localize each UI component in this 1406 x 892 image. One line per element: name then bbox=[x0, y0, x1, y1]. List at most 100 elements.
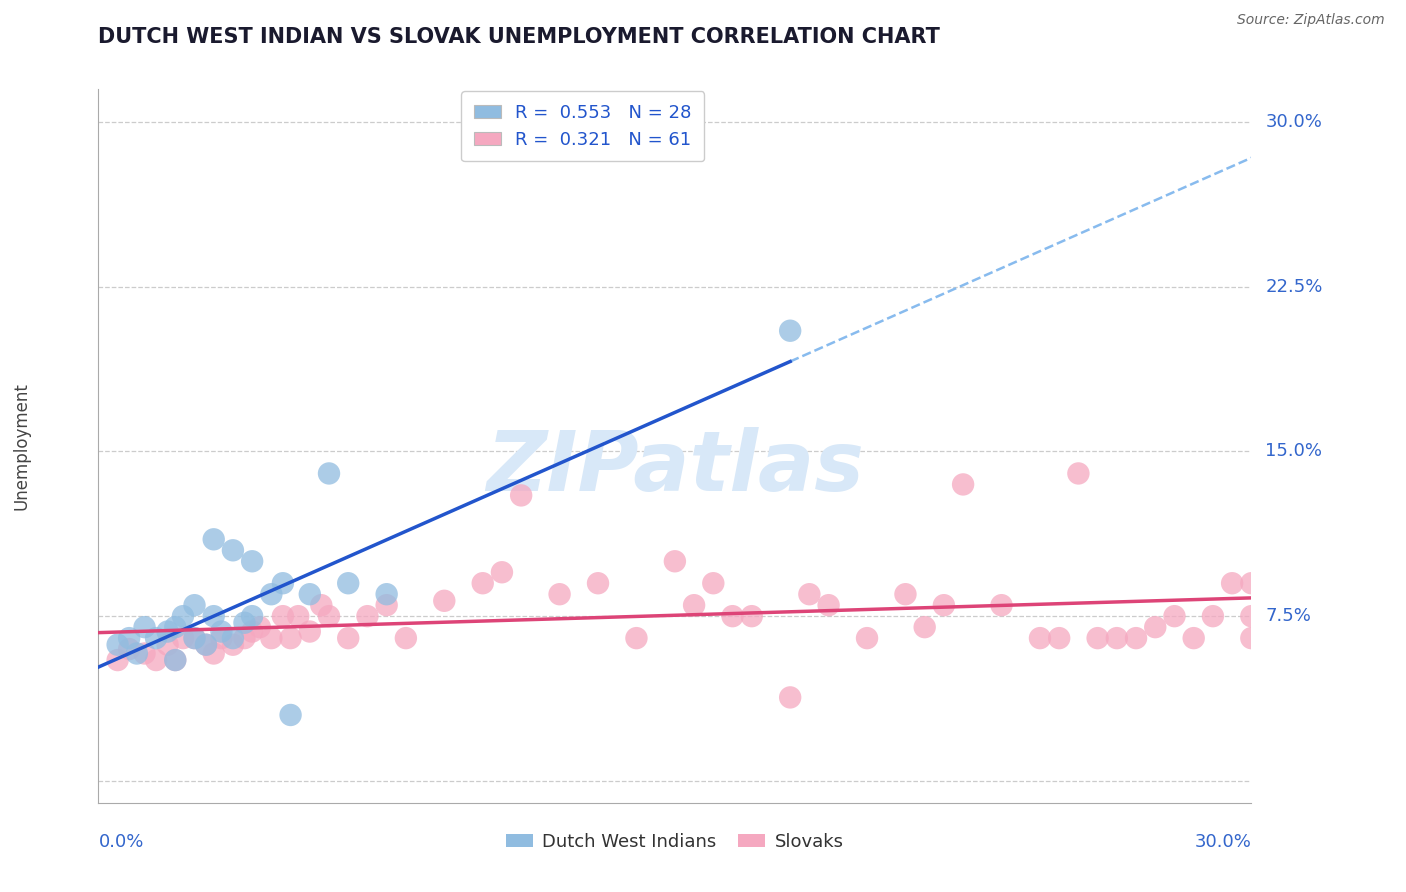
Point bbox=[1240, 576, 1263, 591]
Point bbox=[1220, 576, 1243, 591]
Point bbox=[1163, 609, 1185, 624]
Point bbox=[318, 609, 340, 624]
Point bbox=[1202, 609, 1225, 624]
Point bbox=[156, 638, 179, 652]
Point bbox=[856, 631, 879, 645]
Point bbox=[990, 598, 1012, 612]
Point bbox=[183, 631, 205, 645]
Point bbox=[952, 477, 974, 491]
Point bbox=[222, 543, 245, 558]
Point bbox=[433, 594, 456, 608]
Point bbox=[209, 631, 232, 645]
Text: 30.0%: 30.0% bbox=[1265, 113, 1322, 131]
Point bbox=[271, 609, 294, 624]
Point bbox=[375, 598, 398, 612]
Point bbox=[395, 631, 418, 645]
Legend: Dutch West Indians, Slovaks: Dutch West Indians, Slovaks bbox=[499, 826, 851, 858]
Text: 30.0%: 30.0% bbox=[1195, 833, 1251, 851]
Point bbox=[1144, 620, 1167, 634]
Point bbox=[510, 488, 533, 502]
Point bbox=[165, 620, 187, 634]
Point bbox=[287, 609, 309, 624]
Text: DUTCH WEST INDIAN VS SLOVAK UNEMPLOYMENT CORRELATION CHART: DUTCH WEST INDIAN VS SLOVAK UNEMPLOYMENT… bbox=[98, 27, 941, 46]
Point bbox=[202, 609, 225, 624]
Point bbox=[894, 587, 917, 601]
Point bbox=[779, 690, 801, 705]
Text: Unemployment: Unemployment bbox=[13, 382, 30, 510]
Point bbox=[548, 587, 571, 601]
Point bbox=[125, 647, 148, 661]
Point bbox=[107, 653, 129, 667]
Point bbox=[260, 587, 283, 601]
Point bbox=[741, 609, 763, 624]
Point bbox=[702, 576, 724, 591]
Point bbox=[1182, 631, 1205, 645]
Point bbox=[249, 620, 271, 634]
Point bbox=[240, 554, 263, 568]
Point bbox=[195, 638, 218, 652]
Point bbox=[134, 647, 156, 661]
Point bbox=[356, 609, 378, 624]
Point bbox=[118, 631, 141, 645]
Point bbox=[1240, 609, 1263, 624]
Point bbox=[298, 624, 321, 639]
Point bbox=[375, 587, 398, 601]
Point bbox=[145, 653, 167, 667]
Text: 15.0%: 15.0% bbox=[1265, 442, 1322, 460]
Point bbox=[165, 653, 187, 667]
Point bbox=[1029, 631, 1052, 645]
Text: Source: ZipAtlas.com: Source: ZipAtlas.com bbox=[1237, 13, 1385, 28]
Point bbox=[626, 631, 648, 645]
Point bbox=[165, 653, 187, 667]
Point bbox=[271, 576, 294, 591]
Point bbox=[721, 609, 744, 624]
Point bbox=[914, 620, 936, 634]
Point bbox=[233, 631, 256, 645]
Point bbox=[491, 566, 513, 580]
Point bbox=[779, 324, 801, 338]
Point bbox=[209, 624, 232, 639]
Point bbox=[298, 587, 321, 601]
Point bbox=[683, 598, 706, 612]
Point bbox=[222, 631, 245, 645]
Point bbox=[1067, 467, 1090, 481]
Point bbox=[172, 631, 194, 645]
Point bbox=[1125, 631, 1147, 645]
Text: 0.0%: 0.0% bbox=[98, 833, 143, 851]
Point bbox=[1240, 631, 1263, 645]
Point bbox=[233, 615, 256, 630]
Point bbox=[260, 631, 283, 645]
Point bbox=[145, 631, 167, 645]
Point bbox=[337, 631, 360, 645]
Point bbox=[280, 708, 302, 723]
Point bbox=[134, 620, 156, 634]
Point bbox=[280, 631, 302, 645]
Point bbox=[311, 598, 333, 612]
Point bbox=[471, 576, 494, 591]
Point bbox=[817, 598, 839, 612]
Text: ZIPatlas: ZIPatlas bbox=[486, 427, 863, 508]
Point bbox=[664, 554, 686, 568]
Point bbox=[156, 624, 179, 639]
Point bbox=[222, 638, 245, 652]
Point bbox=[799, 587, 821, 601]
Point bbox=[183, 598, 205, 612]
Point bbox=[202, 647, 225, 661]
Text: 22.5%: 22.5% bbox=[1265, 277, 1323, 296]
Point bbox=[202, 533, 225, 547]
Point bbox=[107, 638, 129, 652]
Point bbox=[172, 609, 194, 624]
Point bbox=[337, 576, 360, 591]
Point bbox=[195, 638, 218, 652]
Text: 7.5%: 7.5% bbox=[1265, 607, 1312, 625]
Point bbox=[586, 576, 609, 591]
Point bbox=[318, 467, 340, 481]
Point bbox=[1105, 631, 1128, 645]
Point bbox=[240, 609, 263, 624]
Point bbox=[932, 598, 955, 612]
Point bbox=[183, 631, 205, 645]
Point bbox=[1047, 631, 1070, 645]
Point bbox=[1087, 631, 1109, 645]
Point bbox=[240, 624, 263, 639]
Point bbox=[118, 642, 141, 657]
